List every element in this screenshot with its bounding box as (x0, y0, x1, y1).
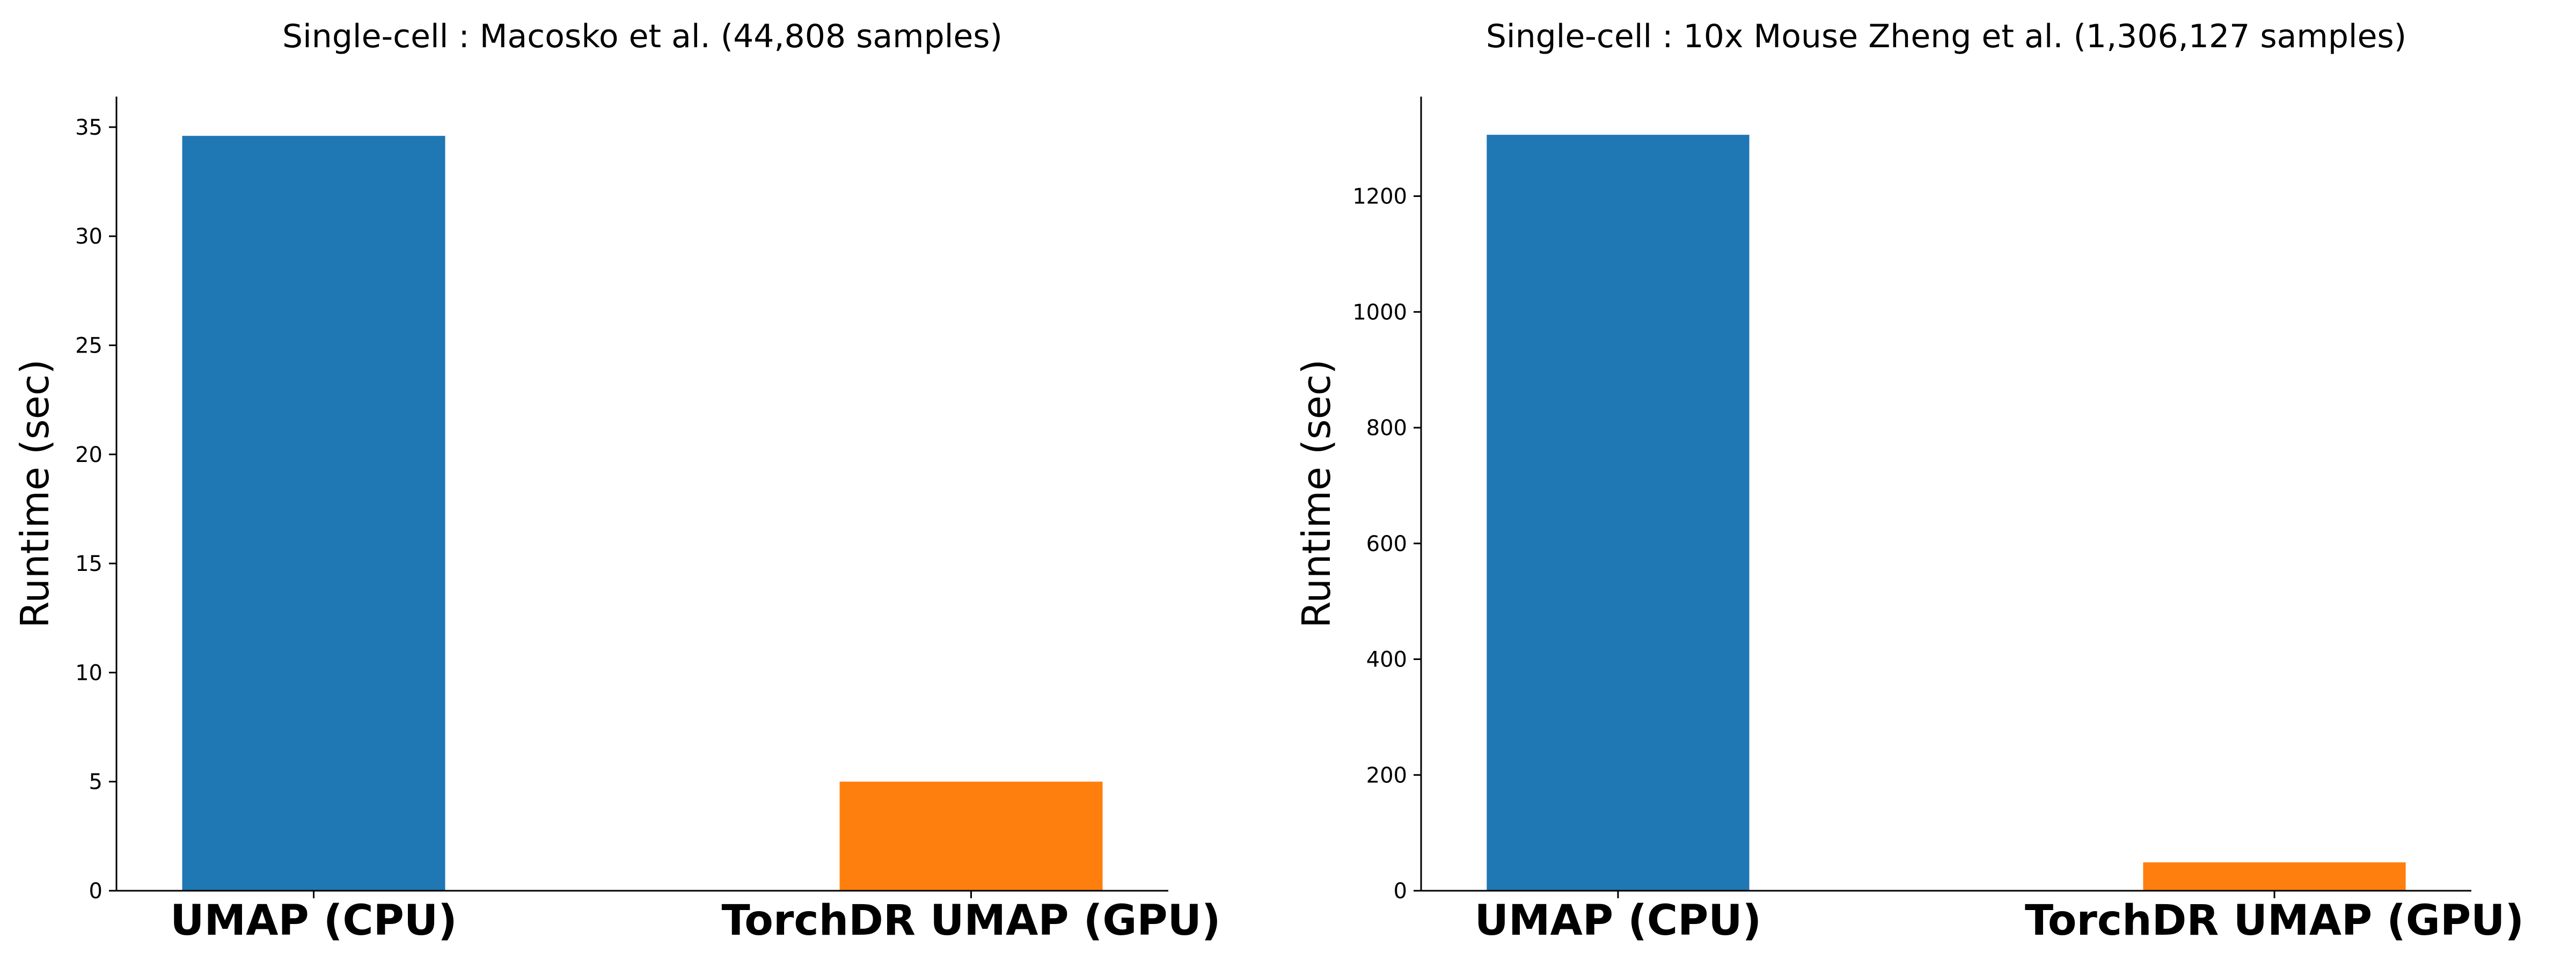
y-tick-label-30: 30 (75, 224, 103, 249)
y-tick-label-0: 0 (1394, 879, 1407, 904)
x-tick-label-1: UMAP (CPU) (170, 897, 457, 945)
y-tick-label-400: 400 (1366, 648, 1407, 672)
y-tick-label-200: 200 (1366, 763, 1407, 788)
y-tick-label-20: 20 (75, 443, 103, 467)
y-tick-label-800: 800 (1366, 416, 1407, 441)
y-tick-label-10: 10 (75, 661, 103, 685)
bar-2 (2143, 862, 2406, 891)
y-tick-label-15: 15 (75, 552, 103, 576)
y-tick-label-1000: 1000 (1352, 300, 1407, 325)
chart-panel-1: UMAP (CPU) TorchDR UMAP (GPU) 0 5 10 15 20 25 30… (12, 18, 1221, 945)
chart-panel-2: UMAP (CPU) TorchDR UMAP (GPU) 0 200 400 600 80… (1294, 18, 2524, 945)
x-tick-label-2: TorchDR UMAP (GPU) (2025, 897, 2524, 945)
y-tick-label-0: 0 (89, 879, 103, 904)
bar-1 (182, 136, 445, 891)
bar-2 (839, 781, 1103, 891)
y-tick-label-1200: 1200 (1352, 185, 1407, 209)
bar-1 (1487, 135, 1750, 891)
x-tick-label-2: TorchDR UMAP (GPU) (721, 897, 1220, 945)
y-tick-label-600: 600 (1366, 532, 1407, 556)
y-axis-label: Runtime (sec) (1294, 359, 1339, 628)
chart-title: Single-cell : 10x Mouse Zheng et al. (1,… (1486, 18, 2406, 55)
x-tick-label-1: UMAP (CPU) (1475, 897, 1762, 945)
y-tick-label-5: 5 (89, 770, 103, 795)
chart-title: Single-cell : Macosko et al. (44,808 sam… (282, 18, 1002, 55)
y-tick-label-25: 25 (75, 334, 103, 358)
y-axis-label: Runtime (sec) (12, 359, 57, 628)
y-tick-label-35: 35 (75, 115, 103, 140)
